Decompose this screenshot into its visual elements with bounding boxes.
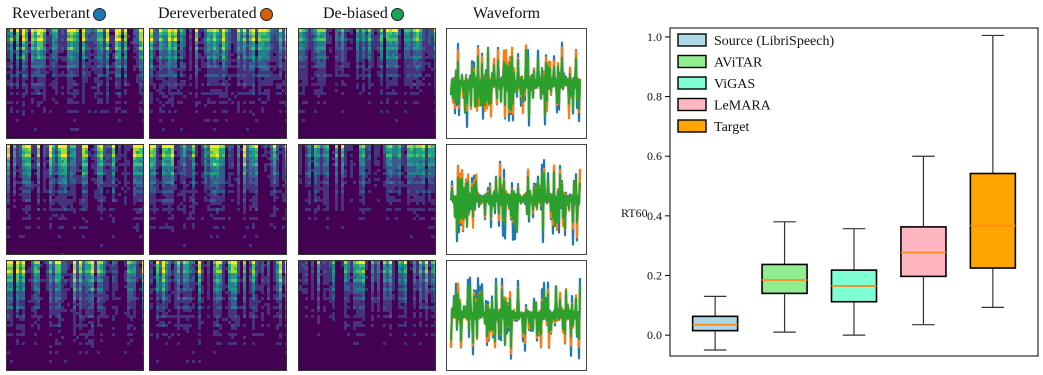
legend-swatch [678,120,706,132]
legend-swatch [678,34,706,46]
waveform-1 [446,28,587,139]
spectrogram-reverberant-2 [6,144,144,255]
y-tick-label: 0.2 [647,268,662,282]
waveform-2 [446,144,587,255]
title-label: Dereverberated [158,5,257,23]
spectrogram-dereverberated-2 [149,144,287,255]
spectrogram-debiased-3 [298,260,436,371]
y-tick-label: 0.8 [647,90,662,104]
y-tick-label: 0.0 [647,328,662,342]
iqr-box [762,264,807,293]
legend: Source (LibriSpeech) AViTAR ViGAS LeMARA Tar… [678,34,834,135]
box-vigas [832,229,877,335]
reverberant-dot-icon [93,8,106,21]
legend-swatch [678,77,706,89]
spectrogram-debiased-2 [298,144,436,255]
iqr-box [693,316,738,330]
title-label: Reverberant [12,5,90,23]
spectrogram-reverberant-1 [6,28,144,139]
box-target [970,35,1015,307]
spectrogram-reverberant-3 [6,260,144,371]
title-debiased: De-biased [323,5,404,23]
title-label: Waveform [473,5,540,23]
box-lemara [901,156,946,324]
box-avitar [762,222,807,332]
legend-label: ViGAS [714,77,755,92]
title-waveform: Waveform [473,5,540,23]
box-source-librispeech- [693,296,738,350]
title-dereverberated: Dereverberated [158,5,273,23]
y-axis-label: RT60 [621,206,648,220]
legend-label: AViTAR [714,56,763,71]
legend-swatch [678,99,706,111]
y-tick-label: 1.0 [647,30,662,44]
iqr-box [970,174,1015,269]
y-tick-label: 0.4 [647,209,662,223]
debiased-dot-icon [391,8,404,21]
waveform-3 [446,260,587,371]
rt60-boxplot: 0.0 0.2 0.4 0.6 0.8 1.0 RT60 Source (LibriSpeec… [600,0,1043,368]
legend-label: Target [714,120,749,135]
legend-label: LeMARA [714,99,772,114]
title-reverberant: Reverberant [12,5,106,23]
dereverberated-dot-icon [260,8,273,21]
spectrogram-dereverberated-1 [149,28,287,139]
legend-label: Source (LibriSpeech) [714,34,834,49]
legend-swatch [678,56,706,68]
y-tick-label: 0.6 [647,149,662,163]
title-label: De-biased [323,5,388,23]
spectrogram-debiased-1 [298,28,436,139]
spectrogram-panel: Reverberant Dereverberated De-biased Wav… [0,0,600,368]
spectrogram-dereverberated-3 [149,260,287,371]
